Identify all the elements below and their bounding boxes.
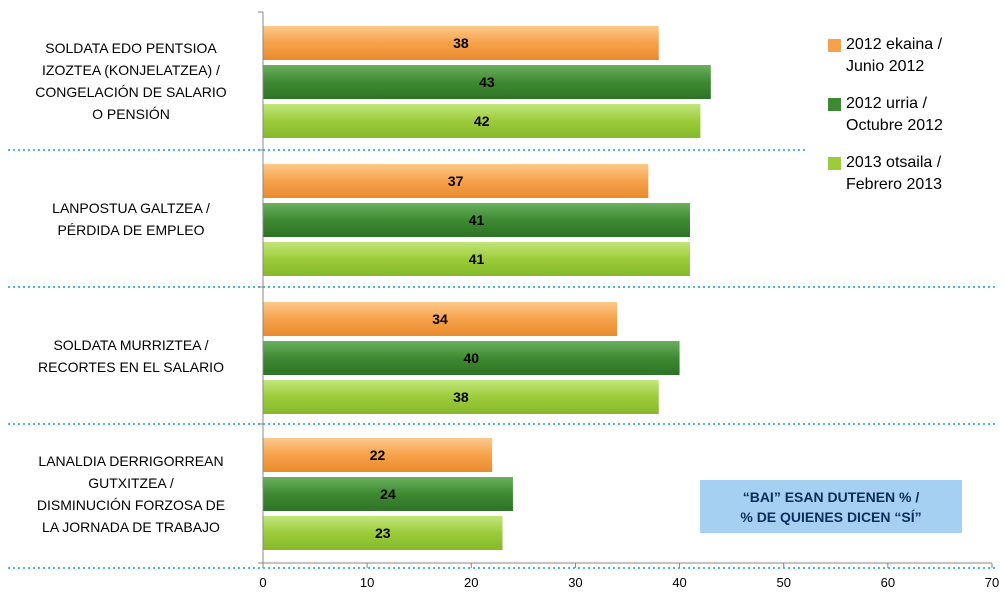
legend-label-line: Junio 2012 — [846, 58, 925, 75]
legend-label-line: 2013 otsaila / — [846, 154, 942, 171]
bar-value-label: 42 — [474, 113, 490, 129]
x-tick-label: 0 — [259, 575, 266, 590]
category-label-line: LANPOSTUA GALTZEA / — [52, 199, 210, 216]
category-label-text: SOLDATA EDO PENTSIOA IZOZTEA (KONJELATZEA… — [35, 37, 226, 125]
bar — [263, 203, 690, 237]
annotation-box: “BAI” ESAN DUTENEN % / % DE QUIENES DICE… — [700, 480, 962, 533]
bar — [263, 104, 701, 138]
category-label-line: GUTXITZEA / — [88, 474, 174, 491]
bar — [263, 242, 690, 276]
x-tick-label: 70 — [985, 575, 999, 590]
category-label-line: PÉRDIDA DE EMPLEO — [57, 221, 205, 238]
legend-item-2012-junio: 2012 ekaina / Junio 2012 — [828, 34, 998, 78]
x-tick-label: 40 — [672, 575, 686, 590]
x-tick-label: 30 — [568, 575, 582, 590]
bar-value-label: 41 — [469, 212, 485, 228]
category-label-text: SOLDATA MURRIZTEA / RECORTES EN EL SALARI… — [38, 334, 224, 378]
x-tick-label: 10 — [360, 575, 374, 590]
x-tick-label: 20 — [464, 575, 478, 590]
bar-value-label: 41 — [469, 251, 485, 267]
category-label-line: LANALDIA DERRIGORREAN — [38, 452, 224, 469]
category-label-line: CONGELACIÓN DE SALARIO — [35, 84, 227, 100]
bar — [263, 302, 618, 336]
category-label-text: LANPOSTUA GALTZEA / PÉRDIDA DE EMPLEO — [52, 197, 210, 241]
bar-value-label: 40 — [463, 350, 479, 366]
bar-value-label: 22 — [370, 447, 386, 463]
bar — [263, 477, 513, 511]
group-separators — [8, 149, 998, 569]
bar-value-label: 24 — [380, 486, 396, 502]
legend-label-line: Octubre 2012 — [846, 117, 943, 134]
bar-value-label: 23 — [375, 525, 391, 541]
legend-item-2013-febrero: 2013 otsaila / Febrero 2013 — [828, 152, 998, 196]
category-label: SOLDATA EDO PENTSIOA IZOZTEA (KONJELATZEA… — [6, 12, 256, 150]
legend-label-line: 2012 ekaina / — [846, 36, 943, 53]
bar-value-label: 43 — [479, 74, 495, 90]
axis-layer: 0 10 20 30 40 50 60 70 — [258, 11, 999, 590]
category-label-line: DISMINUCIÓN FORZOSA DE — [36, 496, 226, 513]
category-label-line: RECORTES EN EL SALARIO — [38, 358, 224, 375]
legend-label-line: 2012 urria / — [846, 95, 927, 112]
category-label-line: IZOZTEA (KONJELATZEA) / — [42, 62, 220, 78]
category-label: SOLDATA MURRIZTEA / RECORTES EN EL SALARI… — [6, 287, 256, 424]
category-label-line: LA JORNADA DE TRABAJO — [42, 518, 220, 535]
legend-item-2012-octubre: 2012 urria / Octubre 2012 — [828, 93, 998, 137]
legend-label-line: Febrero 2013 — [846, 176, 943, 193]
bar-layer: 38 43 42 37 41 41 34 40 38 22 24 23 — [263, 26, 711, 550]
x-tick-label: 50 — [776, 575, 790, 590]
bar — [263, 516, 503, 550]
bar — [263, 380, 659, 414]
legend: 2012 ekaina / Junio 2012 2012 urria / Oc… — [828, 34, 998, 211]
bar-value-label: 34 — [432, 311, 448, 327]
bar-value-label: 38 — [453, 35, 469, 51]
category-label: LANPOSTUA GALTZEA / PÉRDIDA DE EMPLEO — [6, 150, 256, 287]
bar — [263, 26, 659, 60]
legend-swatch-2012-octubre — [828, 98, 841, 111]
bar — [263, 65, 711, 99]
legend-swatch-2013-febrero — [828, 157, 841, 170]
category-label-line: O PENSIÓN — [92, 106, 170, 122]
category-label-line: SOLDATA MURRIZTEA / — [53, 336, 209, 353]
category-label-line: SOLDATA EDO PENTSIOA — [45, 40, 217, 56]
annotation-line: % DE QUIENES DICEN “SÍ” — [740, 508, 922, 525]
category-label-text: LANALDIA DERRIGORREAN GUTXITZEA / DISMINUC… — [37, 450, 225, 538]
legend-swatch-2012-junio — [828, 39, 841, 52]
annotation-line: “BAI” ESAN DUTENEN % / — [742, 488, 920, 505]
category-label: LANALDIA DERRIGORREAN GUTXITZEA / DISMINUC… — [6, 424, 256, 563]
bar — [263, 164, 649, 198]
bar — [263, 341, 680, 375]
bar-value-label: 37 — [448, 173, 464, 189]
bar — [263, 438, 493, 472]
bar-value-label: 38 — [453, 389, 469, 405]
x-tick-label: 60 — [881, 575, 895, 590]
